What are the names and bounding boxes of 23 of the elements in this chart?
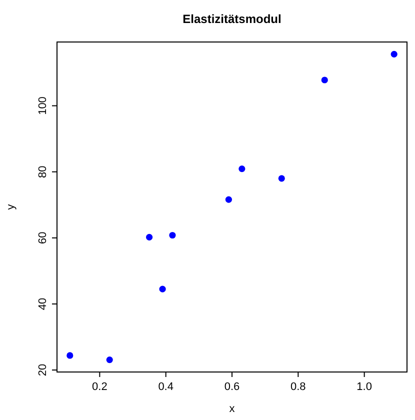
x-tick-label: 0.8 [290, 381, 306, 393]
point [390, 50, 398, 58]
point [225, 196, 232, 203]
chart-title: Elastizitätsmodul [182, 12, 282, 26]
y-tick-label: 60 [37, 232, 49, 244]
x-tick-label: 1.0 [356, 381, 372, 393]
y-tick-label: 20 [37, 364, 49, 376]
x-tick-label: 0.6 [224, 381, 240, 393]
point [278, 175, 285, 182]
point [159, 286, 166, 292]
point [238, 166, 246, 172]
x-tick-label: 0.4 [158, 381, 174, 393]
x-tick-label: 0.2 [92, 381, 108, 393]
y-tick-label: 100 [37, 96, 49, 115]
point [106, 356, 113, 364]
point [321, 76, 328, 84]
point [169, 232, 176, 239]
y-tick-label: 80 [37, 166, 49, 178]
y-axis-title: y [5, 204, 17, 210]
y-tick-label: 40 [37, 298, 49, 310]
x-axis-title: x [229, 403, 236, 415]
point [146, 234, 153, 241]
point [66, 352, 74, 359]
